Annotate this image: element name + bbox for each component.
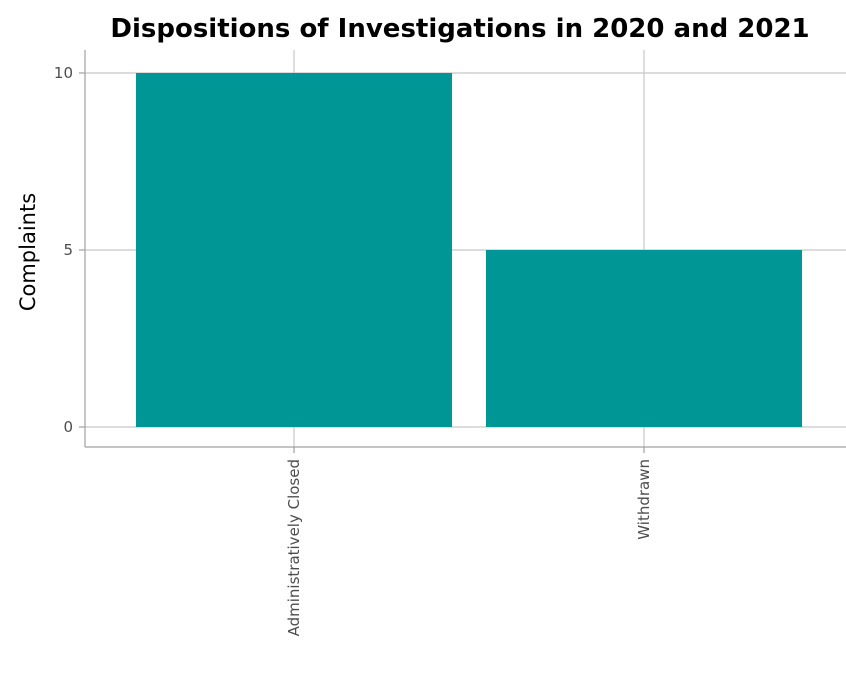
y-tick-label: 0 [63, 418, 73, 436]
chart-title: Dispositions of Investigations in 2020 a… [110, 14, 809, 44]
bar [486, 250, 802, 427]
y-tick-label: 10 [54, 64, 73, 82]
bar [136, 73, 452, 427]
y-axis-title: Complaints [16, 193, 40, 311]
axes [79, 50, 846, 453]
x-tick-label: Administratively Closed [285, 459, 303, 636]
x-tick-label: Withdrawn [635, 459, 653, 540]
tick-labels: 0 5 10 Administratively Closed Withdrawn [54, 64, 653, 636]
y-tick-label: 5 [63, 241, 73, 259]
bars [136, 73, 802, 427]
